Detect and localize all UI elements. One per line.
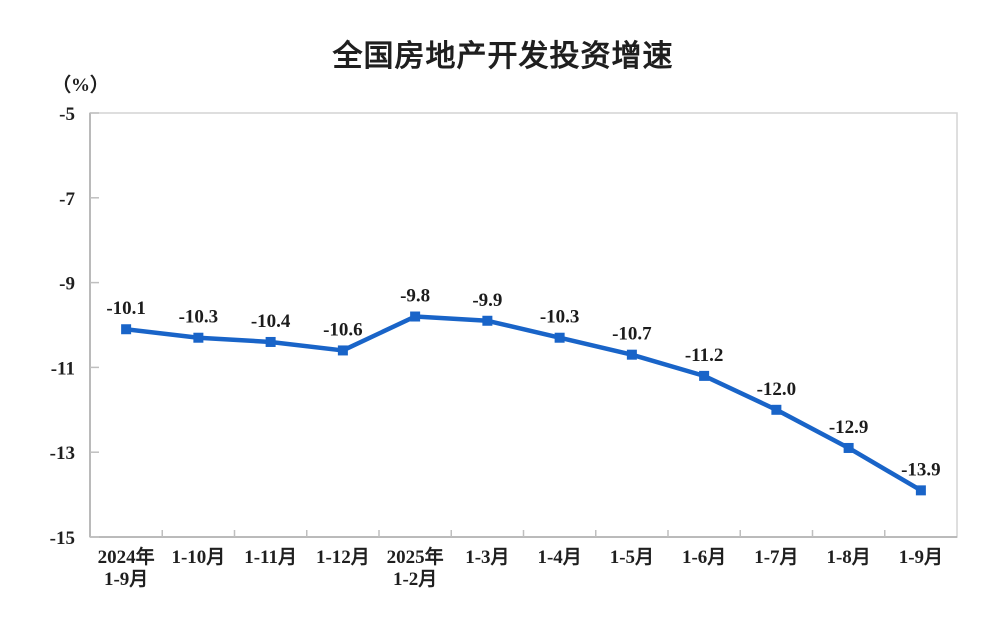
plot-border [89,112,958,538]
x-tick-label: 1-11月 [244,547,297,568]
data-point-label: -10.3 [179,307,219,328]
chart-title: 全国房地产开发投资增速 [332,40,674,73]
data-point-marker [843,442,854,453]
y-tick-label: -7 [59,189,75,210]
data-point-label: -9.8 [400,286,430,307]
x-tick-label: 1-12月 [316,547,370,568]
x-tick-label: 1-4月 [537,547,581,568]
x-tick-label: 1-6月 [682,547,726,568]
y-tick-label: -11 [51,358,75,379]
data-point-label: -10.1 [106,298,146,319]
data-point-label: -10.3 [540,307,580,328]
data-point-marker [121,324,132,335]
data-point-label: -9.9 [472,290,502,311]
y-tick-label: -5 [59,104,75,125]
series-line [123,314,924,493]
x-tick-label: 1-10月 [171,547,225,568]
y-tick-label: -15 [50,528,75,549]
data-point-label: -11.2 [685,345,724,366]
data-point-label: -13.9 [901,459,941,480]
x-tick-label: 1-9月 [899,547,943,568]
x-tick-label: 1-7月 [754,547,798,568]
data-point-marker [482,315,493,326]
x-tick-label: 2025年 1-2月 [387,545,444,590]
data-point-marker [699,370,710,381]
data-point-label: -10.4 [251,311,291,332]
data-point-marker [410,311,421,322]
x-tick-label: 1-8月 [826,547,870,568]
data-point-label: -10.6 [323,319,363,340]
y-tick-label: -9 [59,274,75,295]
data-point-marker [193,332,204,343]
data-point-marker [337,345,348,356]
data-point-marker [771,404,782,415]
y-tick-label: -13 [50,443,75,464]
data-point-label: -12.0 [757,379,797,400]
x-tick-label: 2024年 1-9月 [98,545,155,590]
data-point-marker [554,332,565,343]
data-point-marker [626,349,637,360]
data-point-marker [915,485,926,496]
data-point-label: -10.7 [612,324,652,345]
data-point-label: -12.9 [829,417,869,438]
y-axis-unit-label: （%） [52,75,110,96]
x-tick-label: 1-5月 [610,547,654,568]
data-point-marker [265,336,276,347]
x-tick-label: 1-3月 [465,547,509,568]
